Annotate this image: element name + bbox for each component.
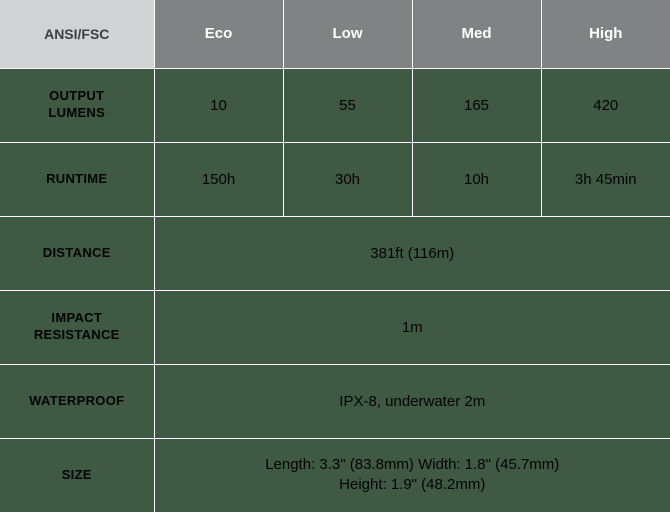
header-row: ANSI/FSC Eco Low Med High [0,0,670,68]
label-output-lumens: OUTPUTLUMENS [0,68,154,142]
cell-impact: 1m [154,290,670,364]
cell-runtime-high: 3h 45min [541,142,670,216]
header-ansi-fsc: ANSI/FSC [0,0,154,68]
row-output-lumens: OUTPUTLUMENS 10 55 165 420 [0,68,670,142]
row-size: SIZE Length: 3.3" (83.8mm) Width: 1.8" (… [0,438,670,512]
header-mode-low: Low [283,0,412,68]
spec-table: ANSI/FSC Eco Low Med High OUTPUTLUMENS 1… [0,0,670,512]
cell-output-med: 165 [412,68,541,142]
label-impact: IMPACTRESISTANCE [0,290,154,364]
cell-output-low: 55 [283,68,412,142]
label-runtime: RUNTIME [0,142,154,216]
size-line2: Height: 1.9" (48.2mm) [339,476,485,493]
label-size: SIZE [0,438,154,512]
row-waterproof: WATERPROOF IPX-8, underwater 2m [0,364,670,438]
header-mode-eco: Eco [154,0,283,68]
row-distance: DISTANCE 381ft (116m) [0,216,670,290]
row-impact: IMPACTRESISTANCE 1m [0,290,670,364]
cell-runtime-eco: 150h [154,142,283,216]
label-distance: DISTANCE [0,216,154,290]
cell-size: Length: 3.3" (83.8mm) Width: 1.8" (45.7m… [154,438,670,512]
cell-waterproof: IPX-8, underwater 2m [154,364,670,438]
header-mode-high: High [541,0,670,68]
header-mode-med: Med [412,0,541,68]
label-waterproof: WATERPROOF [0,364,154,438]
cell-distance: 381ft (116m) [154,216,670,290]
cell-runtime-low: 30h [283,142,412,216]
size-line1: Length: 3.3" (83.8mm) Width: 1.8" (45.7m… [265,456,559,473]
cell-output-high: 420 [541,68,670,142]
cell-output-eco: 10 [154,68,283,142]
cell-runtime-med: 10h [412,142,541,216]
row-runtime: RUNTIME 150h 30h 10h 3h 45min [0,142,670,216]
